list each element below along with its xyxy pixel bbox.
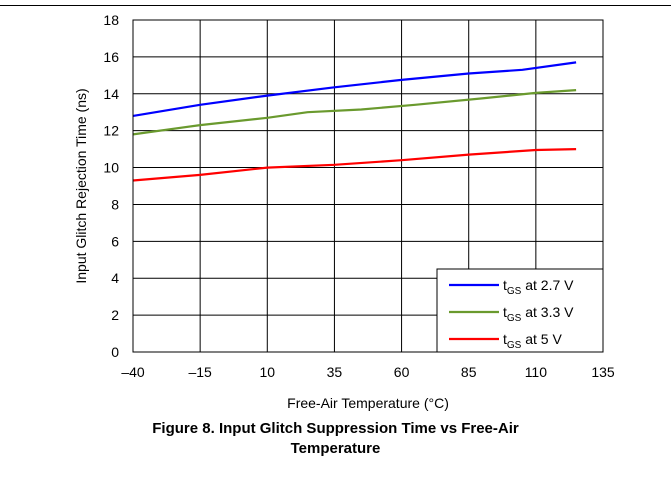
- x-axis-title: Free-Air Temperature (°C): [287, 395, 449, 411]
- legend-label-1: tGS at 2.7 V: [503, 277, 574, 297]
- series-lines: [132, 61, 577, 182]
- series-line-1: [132, 61, 577, 117]
- x-tick-label: 35: [327, 364, 343, 380]
- x-tick-label: 10: [259, 364, 275, 380]
- y-tick-label: 4: [111, 270, 119, 286]
- plot-border: [132, 19, 604, 353]
- y-tick-label: 2: [111, 307, 119, 323]
- grid: [132, 19, 604, 353]
- y-tick-labels: 0 2 4 6 8 10 12 14 16 18: [103, 12, 119, 360]
- y-tick-label: 0: [111, 344, 119, 360]
- x-tick-label: 60: [394, 364, 410, 380]
- x-tick-label: 110: [525, 364, 548, 380]
- y-tick-label: 6: [111, 233, 119, 249]
- x-tick-label: –40: [121, 364, 145, 380]
- y-tick-label: 12: [103, 123, 119, 139]
- legend: tGS at 2.7 V tGS at 3.3 V tGS at 5 V: [436, 268, 604, 353]
- legend-label-3: tGS at 5 V: [503, 331, 562, 351]
- y-tick-label: 10: [103, 160, 119, 176]
- y-axis-title: Input Glitch Rejection Time (ns): [73, 88, 89, 283]
- y-tick-label: 8: [111, 196, 119, 212]
- x-tick-label: –15: [188, 364, 212, 380]
- series-line-3: [132, 148, 577, 182]
- series-line-2: [132, 89, 577, 136]
- x-tick-label: 135: [591, 364, 615, 380]
- figure-caption-line-1: Figure 8. Input Glitch Suppression Time …: [152, 420, 519, 437]
- x-tick-label: 85: [461, 364, 477, 380]
- x-tick-labels: –40 –15 10 35 60 85 110 135: [121, 364, 615, 380]
- y-tick-label: 18: [103, 12, 119, 28]
- y-tick-label: 16: [103, 49, 119, 65]
- legend-label-2: tGS at 3.3 V: [503, 304, 574, 324]
- y-tick-label: 14: [103, 86, 119, 102]
- chart: 0 2 4 6 8 10 12 14 16 18 –40 –15 10 35 60 85 110 135 Fre…: [0, 5, 671, 411]
- figure-caption-line-2: Temperature: [290, 440, 381, 457]
